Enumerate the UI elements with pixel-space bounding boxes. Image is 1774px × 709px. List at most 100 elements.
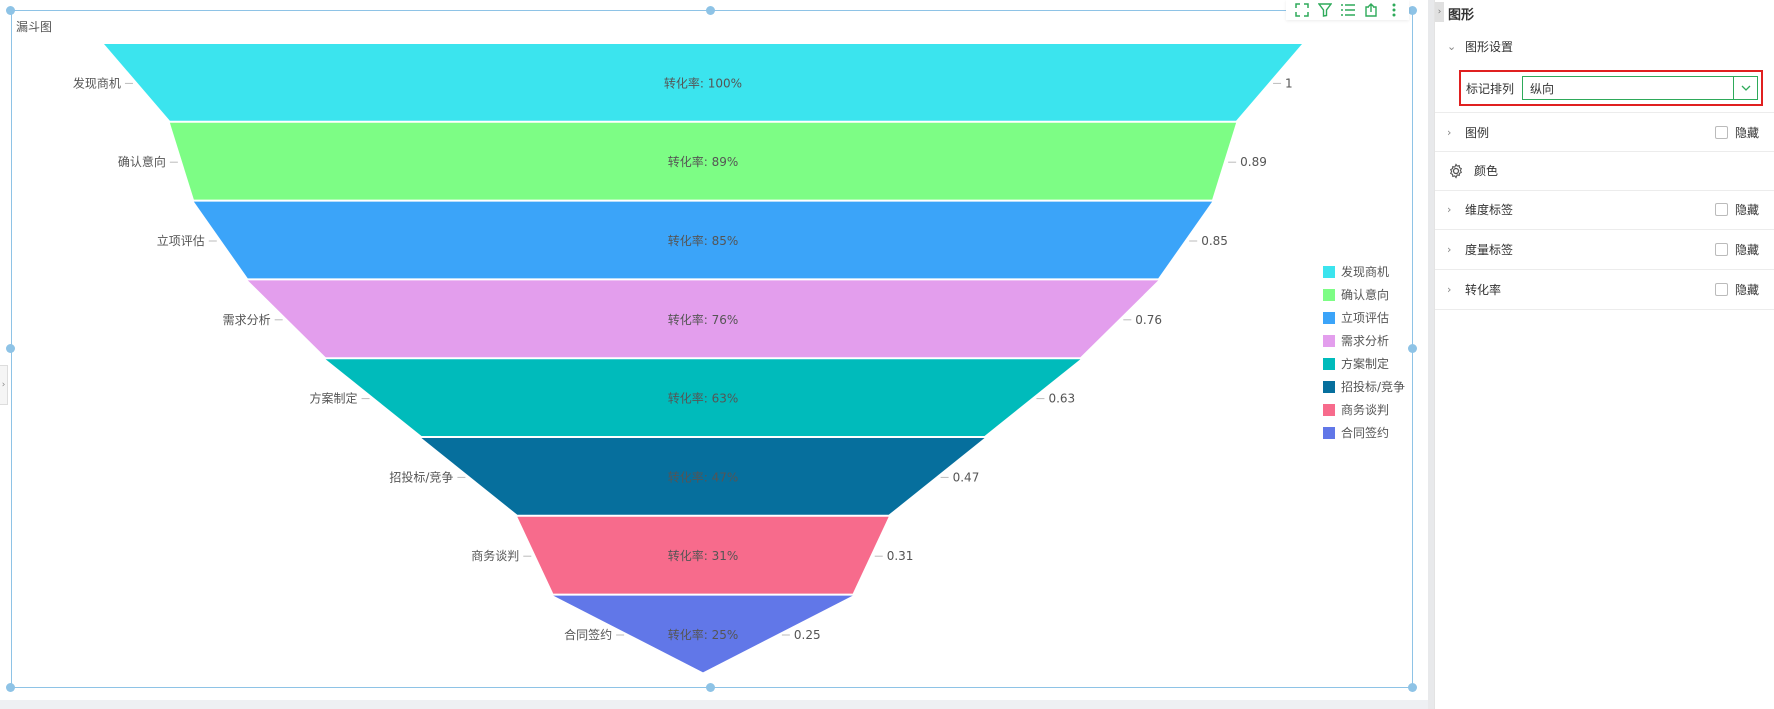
section-label: 度量标签 xyxy=(1465,243,1514,257)
value-label: 0.63 xyxy=(1048,392,1075,406)
widget-toolbar xyxy=(1286,0,1409,20)
funnel-segment[interactable] xyxy=(421,438,985,515)
value-label: 0.47 xyxy=(953,470,980,484)
legend-swatch xyxy=(1323,311,1335,324)
resize-handle-top-left[interactable] xyxy=(6,6,15,15)
select-value: 纵向 xyxy=(1530,81,1555,96)
section-label: 图形设置 xyxy=(1465,39,1514,54)
resize-handle-bottom[interactable] xyxy=(706,683,715,692)
hide-label: 隐藏 xyxy=(1734,283,1759,297)
funnel-segment[interactable] xyxy=(193,201,1213,279)
section-legend[interactable]: › 图例 隐藏 xyxy=(1435,112,1774,152)
legend-item[interactable]: 商务谈判 xyxy=(1323,398,1405,421)
hide-label: 隐藏 xyxy=(1734,203,1759,217)
conversion-label: 转化率: 63% xyxy=(668,391,739,406)
resize-handle-bottom-right[interactable] xyxy=(1408,683,1417,692)
resize-handle-top[interactable] xyxy=(706,6,715,15)
stage-label: 确认意向 xyxy=(118,154,166,169)
legend-item[interactable]: 确认意向 xyxy=(1323,283,1405,306)
list-icon[interactable] xyxy=(1339,1,1357,19)
mark-arrange-label: 标记排列 xyxy=(1466,81,1515,96)
mark-arrange-select[interactable]: 纵向 xyxy=(1522,76,1759,100)
legend-swatch xyxy=(1323,380,1335,393)
legend-swatch xyxy=(1323,426,1335,439)
stage-label: 方案制定 xyxy=(310,391,358,406)
legend-item[interactable]: 方案制定 xyxy=(1323,352,1405,375)
hide-dimension-label-checkbox[interactable] xyxy=(1714,203,1728,216)
section-label: 转化率 xyxy=(1465,283,1502,297)
conversion-label: 转化率: 25% xyxy=(668,627,739,642)
stage-label: 立项评估 xyxy=(157,233,205,248)
panel-divider[interactable] xyxy=(1428,0,1434,709)
settings-panel: › 图形 ⌄ 图形设置 标记排列 纵向 › 图例 隐藏 xyxy=(1434,0,1774,709)
section-shape-settings[interactable]: ⌄ 图形设置 xyxy=(1435,26,1774,66)
value-label: 0.25 xyxy=(794,628,821,642)
fullscreen-icon[interactable] xyxy=(1293,1,1311,19)
resize-handle-top-right[interactable] xyxy=(1408,6,1417,15)
stage-label: 招投标/竞争 xyxy=(389,469,453,484)
funnel-chart: 发现商机 1 转化率: 100% 确认意向 0.89 转化率: 89% 立项评估 0.85 转化… xyxy=(73,44,1302,673)
section-label: 维度标签 xyxy=(1465,203,1514,217)
legend-label: 招投标/竞争 xyxy=(1341,380,1406,394)
widget-title: 漏斗图 xyxy=(16,20,53,34)
chevron-right-icon: › xyxy=(1447,243,1452,256)
selection-frame xyxy=(11,10,1413,688)
canvas-bottom-bar xyxy=(0,700,1428,709)
legend-item[interactable]: 发现商机 xyxy=(1323,260,1405,283)
section-color[interactable]: 颜色 xyxy=(1435,151,1774,191)
stage-label: 合同签约 xyxy=(564,627,612,642)
conversion-label: 转化率: 100% xyxy=(664,75,742,90)
section-dimension-label[interactable]: › 维度标签 隐藏 xyxy=(1435,190,1774,230)
chevron-down-icon[interactable] xyxy=(1733,77,1757,99)
chevron-down-icon: ⌄ xyxy=(1447,39,1457,53)
more-vertical-icon[interactable] xyxy=(1385,1,1403,19)
legend-item[interactable]: 招投标/竞争 xyxy=(1323,375,1405,398)
value-label: 1 xyxy=(1285,76,1293,90)
resize-handle-left[interactable] xyxy=(6,344,15,353)
left-collapse-tab[interactable]: › xyxy=(0,365,8,405)
panel-collapse-icon[interactable]: › xyxy=(1435,2,1444,22)
funnel-segment[interactable] xyxy=(517,516,889,594)
funnel-segment[interactable] xyxy=(553,595,853,673)
legend-item[interactable]: 需求分析 xyxy=(1323,329,1405,352)
legend-swatch xyxy=(1323,288,1335,301)
value-label: 0.76 xyxy=(1135,313,1162,327)
conversion-label: 转化率: 89% xyxy=(668,154,739,169)
value-label: 0.31 xyxy=(887,549,914,563)
stage-label: 发现商机 xyxy=(73,75,121,90)
legend-label: 确认意向 xyxy=(1341,288,1390,302)
filter-icon[interactable] xyxy=(1316,1,1334,19)
funnel-segment[interactable] xyxy=(169,122,1237,200)
hide-conversion-rate-checkbox[interactable] xyxy=(1714,283,1728,296)
legend-item[interactable]: 合同签约 xyxy=(1323,421,1405,444)
section-measure-label[interactable]: › 度量标签 隐藏 xyxy=(1435,230,1774,270)
legend-label: 合同签约 xyxy=(1341,426,1390,440)
hide-label: 隐藏 xyxy=(1734,125,1759,140)
hide-measure-label-checkbox[interactable] xyxy=(1714,243,1728,256)
legend-label: 需求分析 xyxy=(1341,334,1390,348)
funnel-segment[interactable] xyxy=(104,44,1302,121)
chart-canvas: 漏斗图 发现商机 1 转化率: 100% 确认意向 0.89 转化率: 89% 立项评估 0.… xyxy=(0,0,1428,709)
legend-item[interactable]: 立项评估 xyxy=(1323,306,1405,329)
chart-legend: 发现商机确认意向立项评估需求分析方案制定招投标/竞争商务谈判合同签约 xyxy=(1323,260,1405,444)
funnel-segment[interactable] xyxy=(325,359,1081,436)
resize-handle-right[interactable] xyxy=(1408,344,1417,353)
gear-icon xyxy=(1449,162,1463,179)
conversion-label: 转化率: 47% xyxy=(668,469,739,484)
conversion-label: 转化率: 76% xyxy=(668,312,739,327)
mark-arrange-row: 标记排列 纵向 xyxy=(1459,70,1763,106)
export-icon[interactable] xyxy=(1362,1,1380,19)
resize-handle-bottom-left[interactable] xyxy=(6,683,15,692)
funnel-segment[interactable] xyxy=(247,280,1159,358)
hide-legend-checkbox[interactable] xyxy=(1714,125,1728,139)
legend-label: 发现商机 xyxy=(1341,265,1390,279)
chevron-right-icon: › xyxy=(1447,125,1452,139)
legend-label: 方案制定 xyxy=(1341,357,1390,371)
stage-label: 需求分析 xyxy=(223,313,271,327)
stage-label: 商务谈判 xyxy=(471,548,519,563)
section-conversion-rate[interactable]: › 转化率 隐藏 xyxy=(1435,270,1774,310)
chevron-right-icon: › xyxy=(1447,203,1452,216)
hide-label: 隐藏 xyxy=(1734,243,1759,257)
conversion-label: 转化率: 85% xyxy=(668,233,739,248)
